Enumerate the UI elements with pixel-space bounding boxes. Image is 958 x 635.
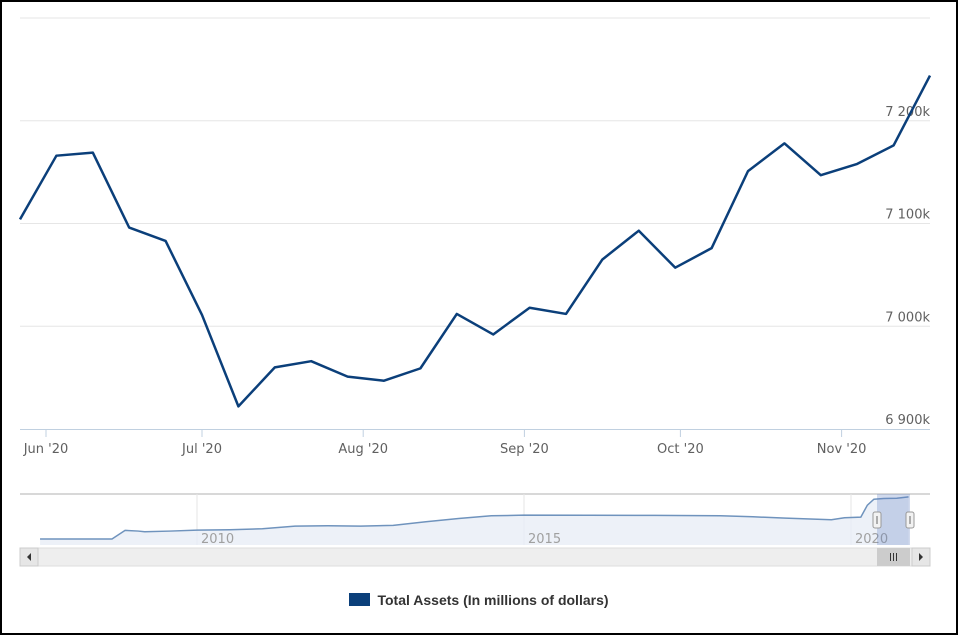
navigator-tick-label: 2015 — [528, 532, 561, 547]
legend-swatch — [349, 593, 371, 606]
arrow-right-icon — [919, 553, 923, 561]
y-tick-label: 7 100k — [885, 208, 930, 223]
x-tick-label: Oct '20 — [657, 442, 704, 457]
x-tick-label: Aug '20 — [338, 442, 388, 457]
navigator-area — [40, 496, 909, 545]
x-tick-label: Jun '20 — [23, 442, 69, 457]
navigator-tick-label: 2010 — [201, 532, 234, 547]
y-tick-label: 7 000k — [885, 310, 930, 325]
legend-item[interactable]: Total Assets (In millions of dollars) — [2, 592, 956, 608]
x-tick-label: Nov '20 — [817, 442, 867, 457]
navigator-tick-label: 2020 — [855, 532, 888, 547]
navigator-line — [40, 496, 909, 540]
legend-label: Total Assets (In millions of dollars) — [377, 592, 609, 608]
scrollbar-track[interactable] — [19, 547, 931, 567]
series-line — [18, 74, 932, 408]
x-tick-label: Sep '20 — [500, 442, 549, 457]
y-tick-label: 6 900k — [885, 413, 930, 428]
x-tick-label: Jul '20 — [181, 442, 222, 457]
y-tick-label: 7 200k — [885, 105, 930, 120]
navigator-selected-range — [877, 494, 910, 545]
arrow-left-icon — [27, 553, 31, 561]
